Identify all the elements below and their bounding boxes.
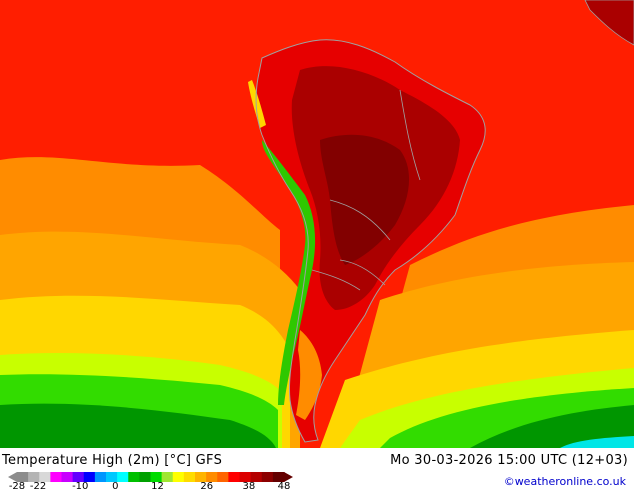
ocean-band-dark-green <box>0 403 276 448</box>
colorbar-swatch <box>217 472 229 482</box>
colorbar-tick-label: 38 <box>242 481 256 492</box>
colorbar-swatch <box>17 472 29 482</box>
colorbar-swatch <box>206 472 218 482</box>
temperature-colorbar <box>8 472 293 482</box>
colorbar-swatch <box>39 472 51 482</box>
colorbar-swatch <box>183 472 196 482</box>
temperature-map-svg <box>0 0 634 448</box>
map-footer: Temperature High (2m) [°C] GFS Mo 30-03-… <box>0 448 634 492</box>
colorbar-swatch <box>139 472 152 482</box>
temperature-map <box>0 0 634 448</box>
valid-time: Mo 30-03-2026 15:00 UTC (12+03) <box>390 453 628 468</box>
colorbar-tick-label: -22 <box>29 481 47 492</box>
colorbar-swatch <box>117 472 129 482</box>
colorbar-swatch <box>106 472 118 482</box>
patagonia-orange <box>296 330 322 420</box>
continent-hot-core <box>320 134 410 265</box>
colorbar-swatch <box>172 472 185 482</box>
colorbar-swatch <box>83 472 96 482</box>
colorbar-swatch <box>261 472 274 482</box>
andes-green-strip <box>262 140 316 405</box>
country-borders <box>311 89 421 291</box>
colorbar-swatch <box>50 472 63 482</box>
colorbar-swatch <box>195 472 207 482</box>
map-title: Temperature High (2m) [°C] GFS <box>2 453 223 468</box>
credit-link[interactable]: ©weatheronline.co.uk <box>503 475 626 488</box>
colorbar-tick-label: 26 <box>200 481 214 492</box>
colorbar-swatch <box>228 472 241 482</box>
colorbar-tick-label: 48 <box>277 481 291 492</box>
colorbar-tick-label: 0 <box>112 481 119 492</box>
colorbar-swatch <box>272 472 285 482</box>
colorbar-swatch <box>94 472 107 482</box>
colorbar-swatch <box>150 472 163 482</box>
colorbar-arrow-right <box>284 472 293 482</box>
ocean-band-dark-green-east <box>470 405 634 448</box>
colorbar-swatch <box>239 472 252 482</box>
colorbar-swatch <box>28 472 40 482</box>
andes-yellow-edge <box>248 80 266 128</box>
colorbar-arrow-left <box>8 472 17 482</box>
colorbar-tick-label: -10 <box>72 481 89 492</box>
colorbar-swatch <box>61 472 74 482</box>
colorbar-tick-label: -28 <box>8 481 26 492</box>
ice-patch <box>560 436 634 448</box>
colorbar-tick-label: 12 <box>151 481 164 492</box>
colorbar-ticks: -28 -22 -10 0 12 26 38 48 <box>0 482 300 492</box>
colorbar-swatch <box>128 472 140 482</box>
colorbar-swatch <box>72 472 85 482</box>
colorbar-swatch <box>161 472 174 482</box>
coastline <box>255 39 486 443</box>
colorbar-swatch <box>250 472 263 482</box>
